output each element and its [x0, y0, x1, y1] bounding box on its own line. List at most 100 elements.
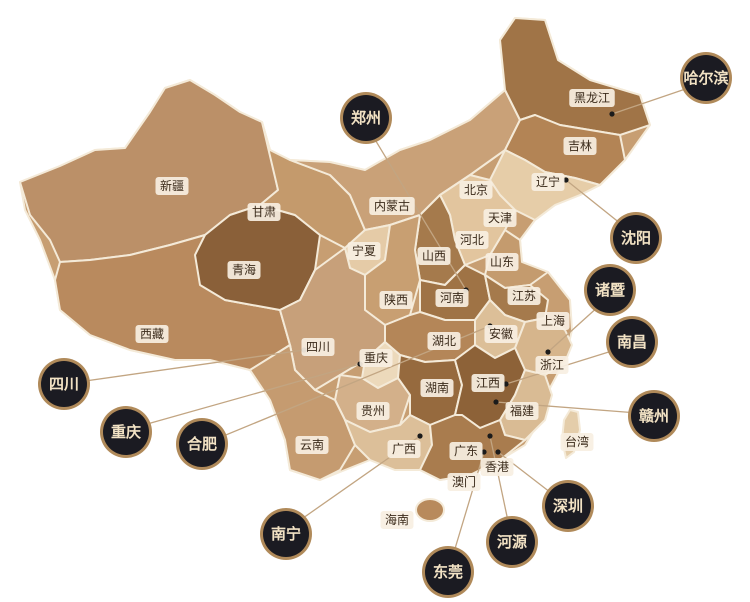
city-badge-dongguan[interactable]: 东莞 — [422, 546, 474, 598]
province-label-chongqing: 重庆 — [364, 351, 388, 365]
province-label-hainan: 海南 — [385, 512, 409, 527]
province-label-bg — [569, 89, 615, 107]
province-label-bg — [563, 137, 597, 155]
city-label-nanchang: 南昌 — [617, 333, 647, 351]
city-label-chongqing: 重庆 — [111, 423, 141, 441]
province-label-guizhou: 贵州 — [361, 404, 385, 418]
province-label-bg — [485, 253, 519, 271]
province-label-xizang: 西藏 — [140, 327, 164, 341]
province-label-bg — [536, 312, 570, 330]
province-label-bg — [483, 209, 517, 227]
city-badge-nanchang[interactable]: 南昌 — [606, 316, 658, 368]
province-label-guangdong: 广东 — [454, 444, 478, 458]
province-label-bg — [380, 511, 414, 529]
province-label-taiwan: 台湾 — [565, 434, 589, 449]
province-labels: 黑龙江 吉林 辽宁 内蒙古 北京 天津 河北 山西 山东 新疆 甘肃 宁夏 青海… — [135, 89, 615, 529]
province-label-bg — [507, 287, 541, 305]
province-label-bg — [447, 473, 481, 491]
province-label-jiangxi: 江西 — [476, 376, 500, 390]
province-label-qinghai: 青海 — [232, 262, 256, 277]
dot-nanning — [417, 433, 423, 439]
province-label-bg — [155, 177, 189, 195]
city-badge-nanning[interactable]: 南宁 — [260, 508, 312, 560]
city-label-shenzhen: 深圳 — [553, 497, 583, 515]
province-label-bg — [301, 338, 335, 356]
dot-shenyang — [563, 177, 569, 183]
province-label-bg — [227, 261, 261, 279]
city-label-hefei: 合肥 — [186, 435, 217, 453]
province-label-hunan: 湖南 — [425, 380, 449, 395]
province-label-fujian: 福建 — [510, 403, 534, 418]
province-label-bg — [505, 402, 539, 420]
city-badge-shenyang[interactable]: 沈阳 — [610, 212, 662, 264]
province-label-liaoning: 辽宁 — [536, 174, 560, 189]
province-label-ningxia: 宁夏 — [352, 243, 376, 258]
province-label-beijing: 北京 — [464, 183, 488, 197]
province-label-bg — [359, 349, 393, 367]
city-label-dongguan: 东莞 — [433, 563, 463, 581]
province-label-bg — [449, 442, 483, 460]
province-label-bg — [531, 173, 565, 191]
province-label-shanghai: 上海 — [541, 313, 565, 328]
province-label-guangxi: 广西 — [392, 442, 416, 456]
region-heilongjiang — [499, 17, 651, 136]
dot-haerbin — [609, 111, 615, 117]
city-label-zhuji: 诸暨 — [595, 281, 625, 299]
city-badge-ganzhou[interactable]: 赣州 — [628, 390, 680, 442]
province-label-shaanxi: 陕西 — [384, 292, 408, 307]
province-label-hubei: 湖北 — [432, 333, 456, 348]
province-label-bg — [387, 440, 421, 458]
dot-zhuji — [545, 349, 551, 355]
city-badge-hefei[interactable]: 合肥 — [176, 418, 228, 470]
city-label-nanning: 南宁 — [271, 525, 301, 543]
province-label-neimenggu: 内蒙古 — [374, 198, 410, 213]
dot-dongguan — [481, 449, 487, 455]
province-label-henan: 河南 — [440, 290, 464, 305]
dot-heyuan — [487, 433, 493, 439]
city-badge-heyuan[interactable]: 河源 — [486, 516, 538, 568]
province-label-aomen: 澳门 — [452, 474, 476, 489]
province-label-bg — [455, 231, 489, 249]
province-label-bg — [356, 402, 390, 420]
city-badges: 哈尔滨 郑州 沈阳 诸暨 南昌 赣州 四川 重庆 — [38, 52, 732, 598]
leader-sichuan — [63, 349, 305, 385]
city-label-ganzhou: 赣州 — [639, 407, 669, 425]
province-label-bg — [560, 433, 594, 451]
city-badge-zhengzhou[interactable]: 郑州 — [340, 92, 392, 144]
province-label-jiangsu: 江苏 — [512, 289, 536, 303]
city-badge-chongqing[interactable]: 重庆 — [100, 406, 152, 458]
province-label-bg — [247, 203, 281, 221]
dot-ganzhou — [493, 399, 499, 405]
province-label-bg — [435, 289, 469, 307]
province-label-tianjin: 天津 — [488, 211, 512, 225]
province-label-heilongjiang: 黑龙江 — [574, 91, 610, 105]
province-label-bg — [471, 374, 505, 392]
city-badge-shenzhen[interactable]: 深圳 — [542, 480, 594, 532]
province-label-bg — [347, 242, 381, 260]
province-label-bg — [459, 181, 493, 199]
city-label-haerbin: 哈尔滨 — [683, 69, 728, 87]
province-label-bg — [484, 325, 518, 343]
province-label-bg — [427, 332, 461, 350]
city-badge-haerbin[interactable]: 哈尔滨 — [680, 52, 732, 104]
province-label-xianggang: 香港 — [485, 460, 509, 474]
region-hainan — [415, 498, 445, 522]
province-label-bg — [379, 291, 413, 309]
province-label-gansu: 甘肃 — [252, 205, 276, 219]
province-label-bg — [417, 247, 451, 265]
city-badge-zhuji[interactable]: 诸暨 — [584, 264, 636, 316]
province-label-hebei: 河北 — [460, 233, 484, 247]
province-label-zhejiang: 浙江 — [540, 358, 564, 372]
province-label-bg — [535, 356, 569, 374]
province-label-shanxi: 山西 — [422, 249, 446, 263]
city-label-zhengzhou: 郑州 — [351, 109, 381, 127]
province-label-bg — [420, 379, 454, 397]
province-label-bg — [369, 197, 415, 215]
city-badge-sichuan[interactable]: 四川 — [38, 358, 90, 410]
city-label-shenyang: 沈阳 — [621, 229, 651, 247]
province-label-bg — [135, 325, 169, 343]
dot-nanchang — [503, 381, 509, 387]
province-label-shandong: 山东 — [490, 255, 514, 269]
dot-shenzhen — [495, 449, 501, 455]
